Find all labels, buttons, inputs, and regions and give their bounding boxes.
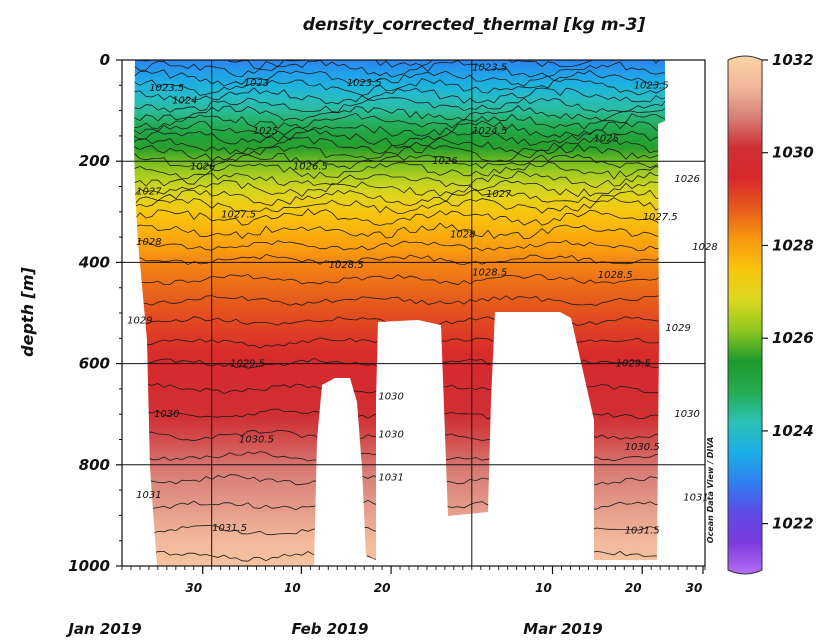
y-axis-ticks: 0 200 400 600 800 1000 bbox=[68, 51, 122, 575]
contour-line bbox=[134, 60, 665, 78]
contour-label: 1027.5 bbox=[221, 209, 256, 220]
month-label: Jan 2019 bbox=[65, 620, 141, 638]
contour-label: 1023 bbox=[244, 78, 269, 89]
contour-line bbox=[134, 189, 665, 206]
contour-line bbox=[134, 87, 665, 105]
month-labels: Jan 2019 Feb 2019 Mar 2019 bbox=[65, 620, 602, 638]
chart-title: density_corrected_thermal [kg m-3] bbox=[303, 15, 646, 35]
contour-label: 1027 bbox=[136, 187, 162, 198]
contour-line bbox=[134, 222, 665, 240]
colorbar-tick-label: 1026 bbox=[772, 329, 814, 347]
contour-line bbox=[134, 161, 665, 180]
y-tick-label: 0 bbox=[100, 51, 110, 69]
contour-label: 1028.5 bbox=[329, 260, 364, 271]
plot-area: 1023.5 1024 1023 1023.5 1023.5 1023.5 1024.5 10… bbox=[65, 51, 717, 638]
x-tick-label: 30 bbox=[185, 581, 202, 595]
contour-line bbox=[134, 78, 665, 96]
contour-label: 1031.5 bbox=[625, 526, 660, 537]
contour-line bbox=[134, 112, 665, 130]
colorbar-tick-label: 1032 bbox=[772, 51, 814, 69]
colorbar-tick-label: 1022 bbox=[772, 515, 814, 533]
colorbar-tick-label: 1030 bbox=[772, 144, 814, 162]
contour-line bbox=[134, 143, 665, 162]
x-tick-label: 20 bbox=[374, 581, 391, 595]
x-tick-label: 30 bbox=[686, 581, 703, 595]
contour-line bbox=[134, 96, 665, 113]
y-tick-label: 600 bbox=[79, 355, 110, 373]
contour-label: 1028 bbox=[450, 230, 475, 241]
y-axis-label: depth [m] bbox=[18, 266, 37, 356]
colorbar-bar bbox=[727, 55, 763, 575]
contour-label: 1025 bbox=[594, 133, 619, 144]
contour-label: 1030.5 bbox=[239, 435, 274, 446]
colorbar-tick-label: 1028 bbox=[772, 236, 814, 254]
contour-line bbox=[134, 152, 665, 171]
x-axis-ticks: 30 10 20 10 20 30 bbox=[121, 566, 706, 595]
contour-label: 1028.5 bbox=[472, 268, 507, 279]
x-tick-label: 10 bbox=[284, 581, 301, 595]
contour-label: 1030 bbox=[674, 409, 699, 420]
contour-label: 1023.5 bbox=[634, 80, 669, 91]
contour-line bbox=[134, 179, 665, 198]
contour-label: 1024 bbox=[172, 96, 197, 107]
contour-line bbox=[134, 273, 665, 286]
contour-label: 1028.5 bbox=[598, 270, 633, 281]
contour-label: 1027 bbox=[486, 189, 512, 200]
contour-line bbox=[134, 294, 665, 306]
contour-line bbox=[134, 239, 665, 252]
y-tick-label: 800 bbox=[79, 456, 110, 474]
contour-label: 1024.5 bbox=[472, 126, 507, 137]
colorbar-tick-label: 1024 bbox=[772, 422, 814, 440]
contour-label: 1031.5 bbox=[212, 523, 247, 534]
contour-line bbox=[134, 128, 665, 147]
contour-label: 1028 bbox=[136, 237, 161, 248]
y-tick-label: 1000 bbox=[68, 557, 110, 575]
contour-line bbox=[134, 60, 665, 70]
contour-line bbox=[134, 197, 665, 215]
contour-label: 1031 bbox=[683, 493, 708, 504]
contour-line bbox=[134, 105, 665, 122]
contour-label: 1026.5 bbox=[293, 161, 328, 172]
contour-label: 1029 bbox=[127, 316, 152, 327]
contour-label: 1026 bbox=[190, 161, 215, 172]
x-tick-label: 10 bbox=[535, 581, 552, 595]
contour-label: 1030.5 bbox=[625, 442, 660, 453]
contour-label: 1030 bbox=[154, 409, 179, 420]
colorbar: 1022 1024 1026 1028 1030 1032 bbox=[727, 51, 814, 575]
x-tick-label: 20 bbox=[625, 581, 642, 595]
contour-label: 1023.5 bbox=[149, 83, 184, 94]
y-tick-label: 400 bbox=[78, 253, 110, 271]
contour-label: 1026 bbox=[674, 174, 699, 185]
contour-label: 1030 bbox=[378, 392, 403, 403]
grid-lines bbox=[122, 60, 705, 566]
contour-line bbox=[134, 208, 665, 226]
contour-line bbox=[134, 170, 665, 189]
credit-text: Ocean Data View / DIVA bbox=[706, 437, 715, 543]
contour-label: 1031 bbox=[378, 472, 403, 483]
contour-line bbox=[134, 136, 665, 155]
contour-label: 1023.5 bbox=[472, 63, 507, 74]
contour-line bbox=[134, 120, 665, 138]
contour-label: 1023.5 bbox=[347, 78, 382, 89]
y-tick-label: 200 bbox=[79, 152, 110, 170]
month-label: Feb 2019 bbox=[292, 620, 369, 638]
contour-label: 1025 bbox=[253, 126, 278, 137]
contour-label: 1029 bbox=[665, 323, 690, 334]
contour-label: 1030 bbox=[378, 429, 403, 440]
contour-label: 1027.5 bbox=[643, 212, 678, 223]
month-label: Mar 2019 bbox=[523, 620, 602, 638]
contour-line bbox=[134, 69, 665, 87]
colorbar-ticks: 1022 1024 1026 1028 1030 1032 bbox=[762, 51, 814, 533]
contour-label: 1031 bbox=[136, 490, 161, 501]
